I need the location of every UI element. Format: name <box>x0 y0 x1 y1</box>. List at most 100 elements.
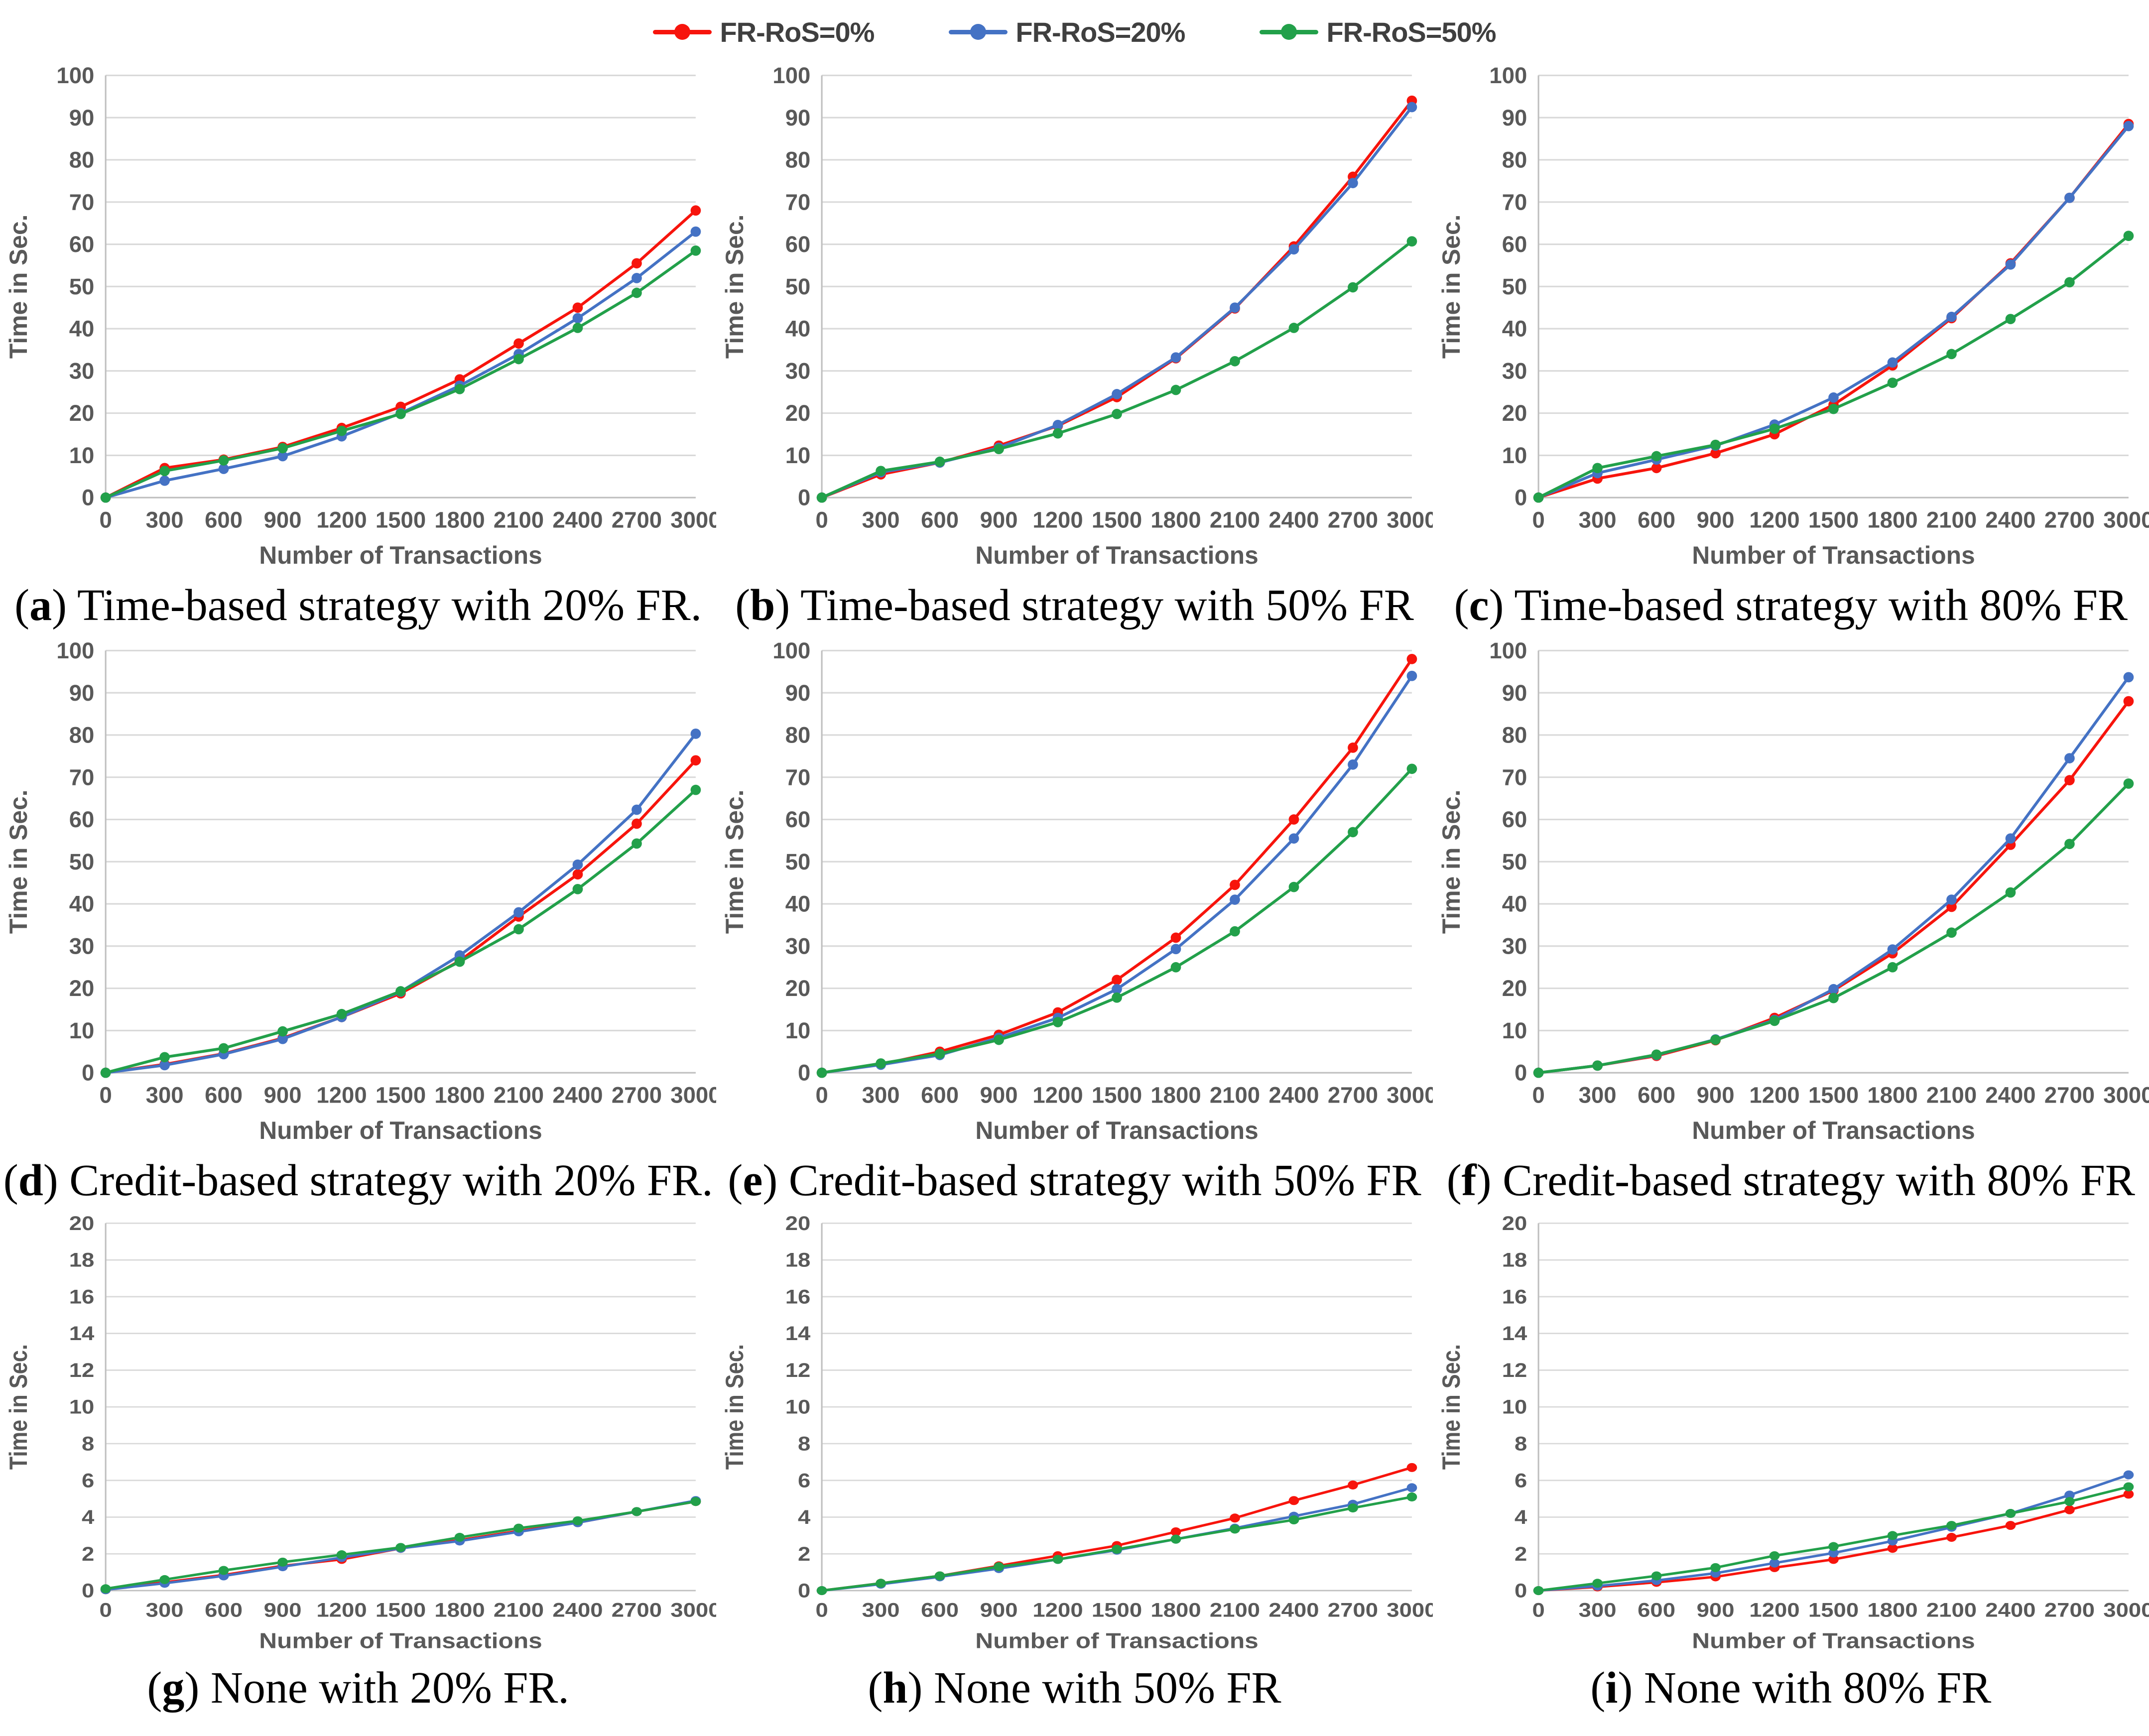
svg-text:600: 600 <box>921 507 959 532</box>
svg-text:20: 20 <box>69 976 95 1001</box>
svg-text:0: 0 <box>1532 507 1544 532</box>
y-axis-ticks: 0 10 20 30 40 50 60 70 80 90 100 <box>1489 63 1527 510</box>
svg-text:600: 600 <box>205 1599 243 1621</box>
legend-dot-icon <box>1281 24 1297 40</box>
y-axis-ticks: 0 2 4 6 8 10 12 14 16 18 20 <box>785 1213 811 1602</box>
svg-text:600: 600 <box>205 1082 243 1108</box>
svg-text:100: 100 <box>56 63 94 88</box>
svg-text:60: 60 <box>69 807 95 832</box>
svg-text:50: 50 <box>69 849 95 874</box>
series-markers-FR-RoS=20% <box>1533 1470 2134 1596</box>
svg-text:3000: 3000 <box>2103 1599 2149 1621</box>
svg-text:40: 40 <box>785 891 811 917</box>
series-line-FR-RoS=20% <box>1536 1474 2130 1592</box>
svg-text:80: 80 <box>1502 147 1527 172</box>
svg-text:2400: 2400 <box>1985 1082 2035 1108</box>
y-axis-label: Time in Sec. <box>4 789 32 934</box>
x-axis-label: Number of Transactions <box>1692 1629 1975 1653</box>
caption-text: None with 20% FR. <box>210 1663 569 1713</box>
svg-text:0: 0 <box>1532 1082 1544 1108</box>
series-markers-FR-RoS=0% <box>100 205 701 503</box>
series-markers-FR-RoS=50% <box>1533 1482 2134 1596</box>
svg-text:300: 300 <box>862 1082 900 1108</box>
svg-text:900: 900 <box>980 1599 1018 1621</box>
svg-text:80: 80 <box>785 722 811 747</box>
series-markers-FR-RoS=0% <box>817 95 1417 503</box>
svg-text:3000: 3000 <box>1387 507 1433 532</box>
svg-text:0: 0 <box>99 1082 112 1108</box>
svg-text:2100: 2100 <box>1926 1599 1977 1621</box>
caption-letter: e <box>743 1156 763 1205</box>
series-line-FR-RoS=20% <box>1536 676 2130 1075</box>
svg-text:2700: 2700 <box>1328 507 1378 532</box>
svg-text:0: 0 <box>99 507 112 532</box>
svg-text:100: 100 <box>1489 63 1527 88</box>
svg-text:80: 80 <box>1502 722 1527 747</box>
svg-text:90: 90 <box>69 105 95 130</box>
caption-text: Credit-based strategy with 50% FR <box>788 1156 1421 1205</box>
svg-text:20: 20 <box>69 400 95 426</box>
svg-text:1800: 1800 <box>1867 1599 1917 1621</box>
svg-text:70: 70 <box>69 764 95 790</box>
svg-text:0: 0 <box>816 507 828 532</box>
svg-text:2700: 2700 <box>612 1599 662 1621</box>
svg-text:20: 20 <box>785 400 811 426</box>
chart-cell-e: 0 10 20 30 40 50 60 70 80 90 100 0 300 600 900 1200 1500… <box>716 631 1432 1206</box>
legend-marker-icon <box>1260 24 1319 40</box>
svg-text:2700: 2700 <box>2044 1082 2094 1108</box>
svg-text:70: 70 <box>1502 764 1527 790</box>
svg-text:2700: 2700 <box>612 507 662 532</box>
svg-text:40: 40 <box>69 316 95 342</box>
series-markers-FR-RoS=50% <box>100 784 701 1078</box>
y-axis-label: Time in Sec. <box>721 789 749 934</box>
svg-text:12: 12 <box>69 1360 95 1382</box>
svg-text:2700: 2700 <box>2044 1599 2094 1621</box>
svg-text:90: 90 <box>1502 680 1527 706</box>
svg-text:1800: 1800 <box>434 1599 485 1621</box>
svg-text:3000: 3000 <box>1387 1599 1433 1621</box>
svg-text:300: 300 <box>862 1599 900 1621</box>
svg-text:600: 600 <box>921 1599 959 1621</box>
gridlines <box>106 649 696 1074</box>
chart-d: 0 10 20 30 40 50 60 70 80 90 100 0 300 600 900 1200 1500… <box>4 638 716 1144</box>
y-axis-ticks: 0 10 20 30 40 50 60 70 80 90 100 <box>773 638 811 1086</box>
svg-text:1500: 1500 <box>1808 1599 1859 1621</box>
svg-text:2100: 2100 <box>1210 1082 1260 1108</box>
svg-text:18: 18 <box>69 1249 95 1271</box>
gridlines <box>1538 649 2129 1074</box>
svg-text:8: 8 <box>798 1433 810 1455</box>
chart-h: 0 2 4 6 8 10 12 14 16 18 20 0 300 600 900 1200 1500 1800 2… <box>721 1213 1433 1653</box>
svg-text:2400: 2400 <box>552 507 603 532</box>
caption-text: Time-based strategy with 20% FR. <box>77 581 702 630</box>
chart-caption-d: (d) Credit-based strategy with 20% FR. <box>3 1156 713 1205</box>
gridlines <box>106 74 696 498</box>
svg-text:900: 900 <box>264 1082 302 1108</box>
svg-text:900: 900 <box>980 507 1018 532</box>
chart-i: 0 2 4 6 8 10 12 14 16 18 20 0 300 600 900 1200 1500 1800 2… <box>1437 1213 2149 1653</box>
svg-text:30: 30 <box>785 933 811 959</box>
svg-text:900: 900 <box>1696 507 1734 532</box>
series-line-FR-RoS=0% <box>820 657 1414 1075</box>
chart-cell-b: 0 10 20 30 40 50 60 70 80 90 100 0 300 600 900 1200 1500… <box>716 56 1432 631</box>
svg-text:80: 80 <box>69 147 95 172</box>
svg-text:0: 0 <box>82 1060 94 1086</box>
chart-caption-f: (f) Credit-based strategy with 80% FR <box>1446 1156 2135 1205</box>
svg-text:1800: 1800 <box>434 507 485 532</box>
caption-letter: f <box>1461 1156 1477 1205</box>
svg-text:1500: 1500 <box>376 1599 426 1621</box>
svg-text:300: 300 <box>146 507 184 532</box>
svg-text:16: 16 <box>785 1286 811 1308</box>
svg-text:1800: 1800 <box>434 1082 485 1108</box>
caption-text: Credit-based strategy with 20% FR. <box>69 1156 713 1205</box>
series-line-FR-RoS=50% <box>820 240 1414 499</box>
svg-text:18: 18 <box>785 1249 811 1271</box>
y-axis-label: Time in Sec. <box>4 214 32 359</box>
svg-text:1200: 1200 <box>1749 1082 1799 1108</box>
caption-letter: g <box>162 1663 185 1713</box>
chart-caption-i: (i) None with 80% FR <box>1590 1663 1992 1713</box>
y-axis-label: Time in Sec. <box>1437 1344 1465 1470</box>
series-line-FR-RoS=50% <box>820 767 1414 1075</box>
svg-text:0: 0 <box>798 1060 810 1086</box>
svg-text:900: 900 <box>264 1599 302 1621</box>
svg-text:10: 10 <box>69 1018 95 1043</box>
